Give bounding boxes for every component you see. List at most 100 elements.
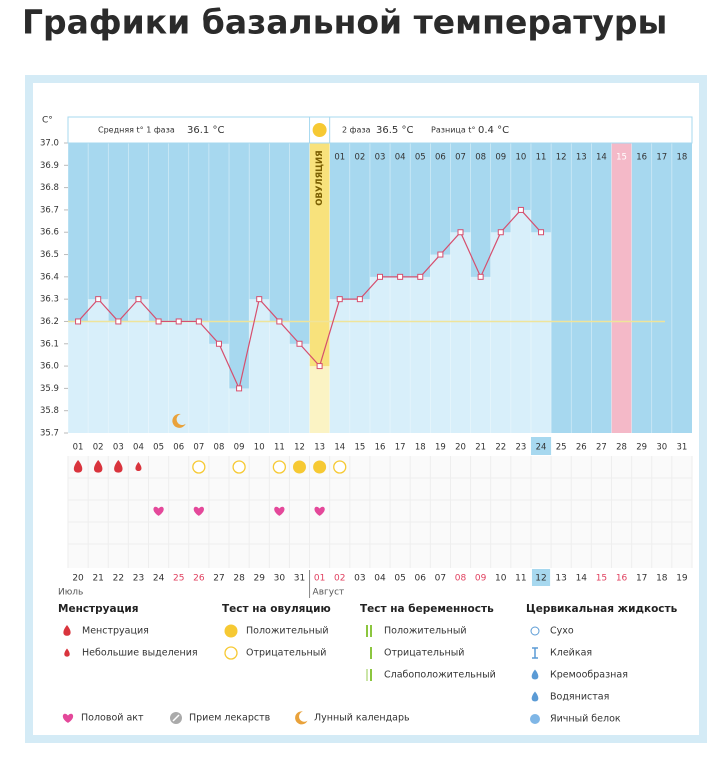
temp-line [77,209,542,391]
x-tick-label: 28 [616,443,627,453]
x-tick-label: 30 [656,443,667,453]
post-ovulation-day: 12 [556,153,567,163]
date-label: 04 [374,574,386,584]
date-label: 19 [676,574,688,584]
y-tick-label: 36.5 [40,250,59,260]
post-ovulation-day: 14 [596,153,607,163]
ovulation-label: ОВУЛЯЦИЯ [315,150,325,205]
date-label: 09 [475,574,487,584]
date-label: 10 [495,574,507,584]
date-label: 31 [294,574,305,584]
temp-point [115,318,122,325]
temp-bar [490,232,511,433]
x-tick-label: 10 [254,443,265,453]
temp-bar [249,299,270,433]
difference-value: 0.4 °C [478,125,509,136]
difference-label: Разница t° [431,126,475,135]
temp-point [336,296,343,303]
legend-item: Яичный белок [550,714,621,725]
temp-point [538,229,545,236]
x-tick-label: 19 [435,443,446,453]
highlight-cell [531,569,551,586]
x-tick-label: 01 [73,443,84,453]
date-label: 25 [173,574,184,584]
temp-point [236,385,243,392]
temp-point [95,296,102,303]
x-tick-label: 03 [113,443,124,453]
legend-item: Половой акт [81,713,144,724]
x-tick-label: 04 [133,443,144,453]
x-tick-label: 05 [153,443,164,453]
temp-point [276,318,283,325]
temp-bar [349,299,370,433]
phase1-label: Средняя t° 1 фаза [98,126,175,135]
x-tick-label: 23 [515,443,526,453]
date-label: 08 [455,574,467,584]
menstruation-icon [73,460,83,473]
menstruation-icon [93,460,103,473]
x-tick-label: 20 [455,443,466,453]
post-ovulation-day: 15 [616,153,627,163]
month-label: Июль [58,588,83,598]
legend-item: Водянистая [550,692,609,703]
legend-item: Сухо [550,626,574,637]
temp-point [135,296,142,303]
legend-heading: Цервикальная жидкость [526,603,678,615]
heart-icon [314,506,325,516]
legend-item: Положительный [384,626,467,637]
ovulation-sun [312,123,327,137]
legend-icon [366,669,368,681]
date-label: 18 [656,574,668,584]
y-tick-label: 36.2 [40,317,59,327]
ovulation-positive-icon [313,460,327,474]
temp-bar [329,299,350,433]
date-label: 27 [213,574,224,584]
heart-icon [193,506,204,516]
date-label: 06 [415,574,427,584]
date-label: 17 [636,574,647,584]
period-column [611,143,632,433]
date-label: 02 [334,574,345,584]
x-tick-label: 24 [536,443,547,453]
legend-icon [370,669,372,681]
date-label: 20 [72,574,84,584]
temp-point [437,251,444,258]
temp-point [75,318,82,325]
temp-bar [148,321,169,433]
legend-icon [224,624,238,638]
legend-item: Отрицательный [384,648,464,659]
legend-item: Прием лекарств [189,713,271,724]
y-tick-label: 36.4 [40,272,59,282]
post-ovulation-day: 13 [576,153,587,163]
temp-bar [68,321,89,433]
date-label: 12 [535,574,546,584]
temp-bar [128,299,149,433]
temp-point [215,340,222,347]
legend-item: Слабоположительный [384,670,496,681]
temp-bar [530,232,552,433]
legend-item: Менструация [82,626,149,637]
post-ovulation-day: 04 [395,153,406,163]
date-label: 15 [596,574,607,584]
date-label: 24 [153,574,165,584]
y-unit-label: C° [42,116,53,126]
x-tick-label: 12 [294,443,305,453]
temp-bar [289,343,310,433]
x-tick-label: 22 [495,443,506,453]
post-ovulation-day: 06 [435,153,446,163]
x-tick-label: 06 [173,443,184,453]
moon-icon [295,711,308,725]
symbols-area [68,456,692,568]
x-tick-label: 09 [234,443,245,453]
date-label: 22 [113,574,124,584]
date-label: 05 [394,574,405,584]
x-tick-label: 18 [415,443,426,453]
post-ovulation-day: 07 [455,153,466,163]
x-tick-label: 26 [576,443,587,453]
legend-icon [63,625,71,636]
temp-bar [188,321,209,433]
x-tick-label: 25 [556,443,567,453]
y-tick-label: 35.9 [40,384,59,394]
temp-bar [470,276,491,433]
